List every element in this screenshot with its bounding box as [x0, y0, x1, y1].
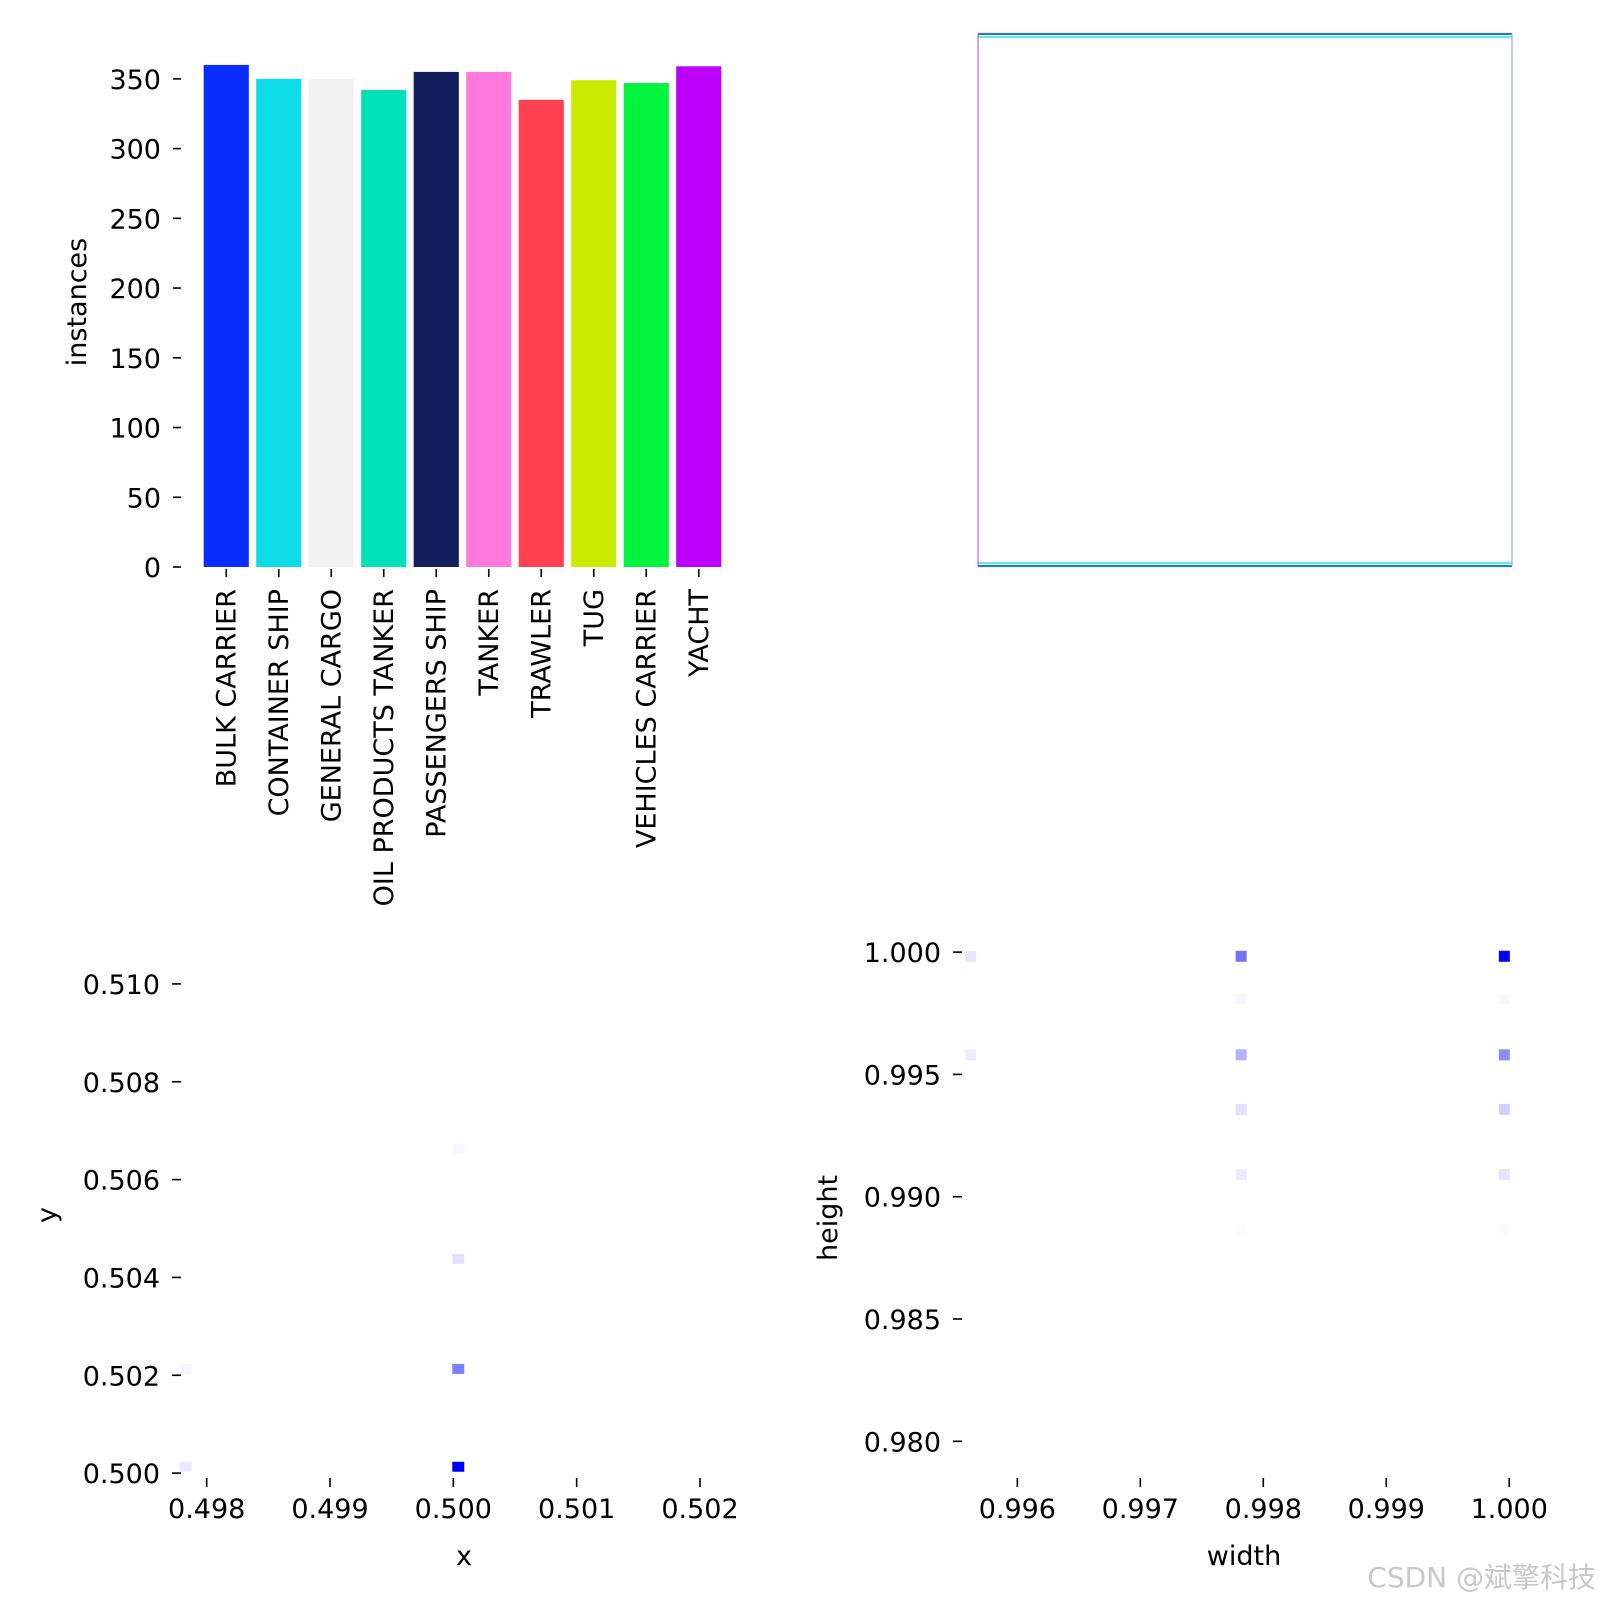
- heat-cell-3: [1498, 1049, 1510, 1061]
- y-tick-label-5: 0.510: [83, 970, 160, 1001]
- x-tick-label-7: TUG: [579, 589, 610, 647]
- y-tick-label-2: 0.990: [864, 1183, 941, 1214]
- class-instances-bar-chart: BULK CARRIER CONTAINER SHIP GENERAL CARGO O…: [62, 64, 722, 906]
- heat-cell-7: [1235, 1103, 1247, 1115]
- bar-8: [623, 83, 669, 568]
- heat-cell-1: [1235, 950, 1247, 962]
- y-tick-label-2: 100: [109, 414, 161, 445]
- x-tick-label-1: 0.499: [291, 1494, 368, 1525]
- width-height-heatmap: 0.996 0.997 0.998 0.999 1.000 0.980 0.985 0.990…: [813, 938, 1548, 1572]
- y-tick-label-5: 250: [109, 204, 161, 235]
- bar-5: [466, 71, 512, 567]
- heat-cell-2: [452, 1253, 465, 1264]
- box-outlines-plot: [977, 32, 1513, 568]
- bar-9: [676, 66, 722, 567]
- x-tick-label-4: 0.502: [661, 1494, 738, 1525]
- watermark-text: CSDN @斌擎科技: [1367, 1561, 1596, 1594]
- x-tick-label-0: 0.996: [979, 1494, 1056, 1525]
- x-tick-label-3: OIL PRODUCTS TANKER: [369, 589, 400, 906]
- x-tick-label-3: 0.999: [1348, 1494, 1425, 1525]
- x-tick-label-0: 0.498: [168, 1494, 245, 1525]
- y-tick-label-2: 0.504: [83, 1263, 160, 1294]
- xy-center-heatmap: 0.498 0.499 0.500 0.501 0.502 0.500 0.502 0.504…: [32, 970, 739, 1572]
- heat-cell-4: [179, 1461, 192, 1472]
- heat-cell-10: [1499, 993, 1510, 1004]
- y-tick-label-6: 300: [109, 135, 161, 166]
- heat-cell-1: [452, 1363, 465, 1374]
- x-tick-label-2: 0.500: [415, 1494, 492, 1525]
- y-tick-label-1: 0.985: [864, 1305, 941, 1336]
- y-tick-label-3: 150: [109, 344, 161, 375]
- y-tick-label-4: 200: [109, 274, 161, 305]
- y-tick-label-7: 350: [109, 65, 161, 96]
- heat-cell-5: [179, 1363, 192, 1374]
- x-tick-label-6: TRAWLER: [526, 589, 557, 719]
- y-axis-title: y: [32, 1207, 63, 1223]
- heat-cell-13: [1236, 1224, 1247, 1235]
- y-tick-label-0: 0.500: [83, 1459, 160, 1490]
- bar-1: [256, 78, 302, 567]
- bar-3: [361, 90, 407, 568]
- y-tick-label-3: 0.995: [864, 1060, 941, 1091]
- heat-cell-11: [1236, 993, 1247, 1004]
- heat-cell-8: [1498, 1169, 1510, 1181]
- heat-cell-4: [1235, 1049, 1247, 1061]
- x-tick-label-0: BULK CARRIER: [211, 589, 242, 787]
- y-tick-label-4: 1.000: [864, 938, 941, 969]
- y-tick-label-3: 0.506: [83, 1166, 160, 1197]
- y-tick-label-4: 0.508: [83, 1068, 160, 1099]
- bar-4: [413, 71, 459, 567]
- x-tick-label-4: PASSENGERS SHIP: [421, 589, 452, 838]
- y-tick-label-0: 0.980: [864, 1427, 941, 1458]
- x-tick-label-3: 0.501: [538, 1494, 615, 1525]
- x-tick-label-8: VEHICLES CARRIER: [631, 589, 662, 848]
- bar-0: [203, 64, 249, 568]
- heat-cell-5: [965, 1049, 977, 1061]
- heat-cell-0: [452, 1461, 465, 1472]
- bar-6: [518, 99, 564, 567]
- bar-7: [571, 80, 617, 568]
- bar-2: [308, 78, 354, 567]
- x-tick-label-5: TANKER: [474, 589, 505, 697]
- x-axis-title: width: [1207, 1541, 1281, 1572]
- heat-cell-0: [1498, 950, 1510, 962]
- x-tick-label-1: CONTAINER SHIP: [264, 589, 295, 816]
- y-axis-title: instances: [62, 238, 93, 366]
- y-tick-label-0: 0: [144, 553, 161, 584]
- x-axis-title: x: [456, 1541, 472, 1572]
- x-tick-label-9: YACHT: [684, 588, 715, 678]
- x-tick-label-4: 1.000: [1471, 1494, 1548, 1525]
- y-axis-title: height: [813, 1175, 844, 1261]
- x-tick-label-2: GENERAL CARGO: [316, 589, 347, 822]
- heat-cell-12: [1499, 1224, 1510, 1235]
- y-tick-label-1: 0.502: [83, 1361, 160, 1392]
- heat-cell-6: [1498, 1103, 1510, 1115]
- heat-cell-2: [965, 950, 977, 962]
- x-tick-label-2: 0.998: [1225, 1494, 1302, 1525]
- x-tick-label-1: 0.997: [1102, 1494, 1179, 1525]
- y-tick-label-1: 50: [127, 483, 161, 514]
- heat-cell-3: [452, 1144, 464, 1154]
- heat-cell-9: [1235, 1169, 1247, 1181]
